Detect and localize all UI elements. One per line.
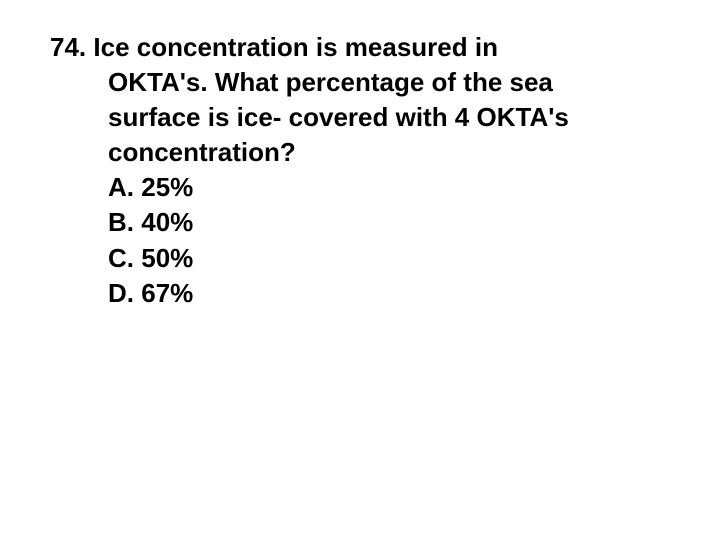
option-d: D. 67% bbox=[108, 276, 670, 311]
question-first-line: 74. Ice concentration is measured in bbox=[50, 30, 670, 65]
options-list: A. 25% B. 40% C. 50% D. 67% bbox=[50, 170, 670, 310]
question-text-line3: surface is ice- covered with 4 OKTA's bbox=[50, 100, 670, 135]
option-b-text: 40% bbox=[141, 207, 193, 237]
option-c: C. 50% bbox=[108, 241, 670, 276]
question-number: 74. bbox=[50, 32, 86, 62]
option-c-label: C. bbox=[108, 243, 134, 273]
option-b: B. 40% bbox=[108, 205, 670, 240]
option-a-label: A. bbox=[108, 172, 134, 202]
question-text-line2: OKTA's. What percentage of the sea bbox=[50, 65, 670, 100]
option-a: A. 25% bbox=[108, 170, 670, 205]
option-b-label: B. bbox=[108, 207, 134, 237]
option-a-text: 25% bbox=[141, 172, 193, 202]
option-d-label: D. bbox=[108, 278, 134, 308]
question-text-line4: concentration? bbox=[50, 135, 670, 170]
option-d-text: 67% bbox=[141, 278, 193, 308]
question-container: 74. Ice concentration is measured in OKT… bbox=[50, 30, 670, 311]
question-text-line1: Ice concentration is measured in bbox=[93, 32, 498, 62]
option-c-text: 50% bbox=[141, 243, 193, 273]
